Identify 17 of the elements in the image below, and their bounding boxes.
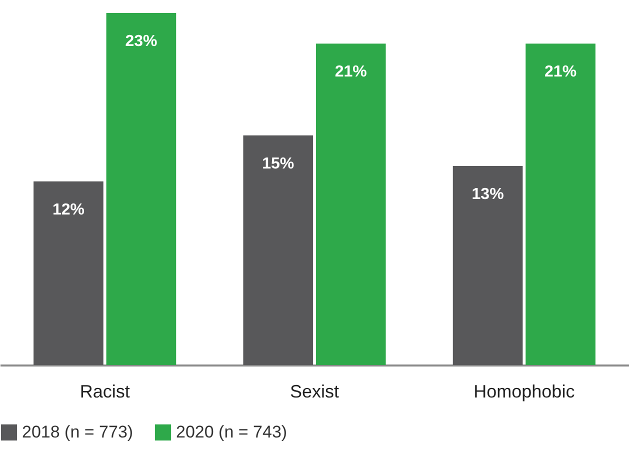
x-tick-label: Sexist (290, 382, 340, 402)
x-tick-label: Racist (80, 382, 130, 402)
data-label: 23% (125, 33, 158, 50)
data-label: 13% (472, 186, 504, 204)
data-label: 21% (334, 64, 367, 81)
data-label: 12% (52, 201, 84, 218)
legend-label: 2018 (n = 773) (22, 422, 134, 442)
data-label: 21% (544, 64, 577, 81)
bar (243, 135, 314, 365)
bar (34, 181, 104, 365)
legend-label: 2020 (n = 743) (176, 422, 288, 442)
bar (452, 166, 523, 365)
bar (316, 44, 386, 365)
data-label: 15% (262, 155, 294, 172)
x-tick-label: Homophobic (474, 382, 575, 402)
bar (106, 13, 176, 365)
bar (526, 44, 596, 365)
